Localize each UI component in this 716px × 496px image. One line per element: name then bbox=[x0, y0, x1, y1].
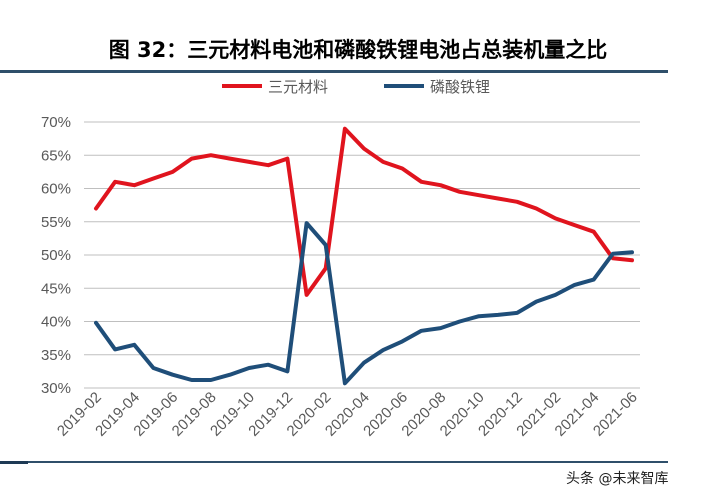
y-tick-label: 35% bbox=[41, 347, 71, 364]
y-axis-tick-labels: 30% 35% 40% 45% 50% 55% 60% 65% 70% bbox=[41, 114, 71, 397]
y-tick-label: 65% bbox=[41, 147, 71, 164]
legend-label: 磷酸铁锂 bbox=[430, 79, 490, 96]
y-tick-label: 50% bbox=[41, 247, 71, 264]
y-tick-label: 40% bbox=[41, 314, 71, 331]
watermark: 头条 @未来智库 bbox=[566, 471, 669, 487]
y-tick-label: 55% bbox=[41, 214, 71, 231]
bottom-divider-accent bbox=[0, 461, 28, 464]
chart-title: 图 32：三元材料电池和磷酸铁锂电池占总装机量之比 bbox=[108, 38, 608, 62]
y-tick-label: 60% bbox=[41, 181, 71, 198]
line-chart: 三元材料 磷酸铁锂 30% 35% 40% 45% 50% 55% 60% 65% 70% 201… bbox=[41, 79, 641, 440]
top-divider bbox=[0, 70, 668, 73]
bottom-divider bbox=[0, 461, 668, 463]
grid-lines bbox=[84, 121, 640, 389]
x-axis-tick-labels: 2019-022019-042019-062019-082019-102019-… bbox=[54, 389, 641, 440]
series-lines bbox=[94, 126, 634, 386]
legend-label: 三元材料 bbox=[268, 79, 328, 96]
legend: 三元材料 磷酸铁锂 bbox=[222, 79, 490, 96]
y-tick-label: 45% bbox=[41, 280, 71, 297]
series-line bbox=[94, 221, 634, 386]
y-tick-label: 70% bbox=[41, 114, 71, 131]
series-line bbox=[94, 126, 634, 297]
y-tick-label: 30% bbox=[41, 380, 71, 397]
